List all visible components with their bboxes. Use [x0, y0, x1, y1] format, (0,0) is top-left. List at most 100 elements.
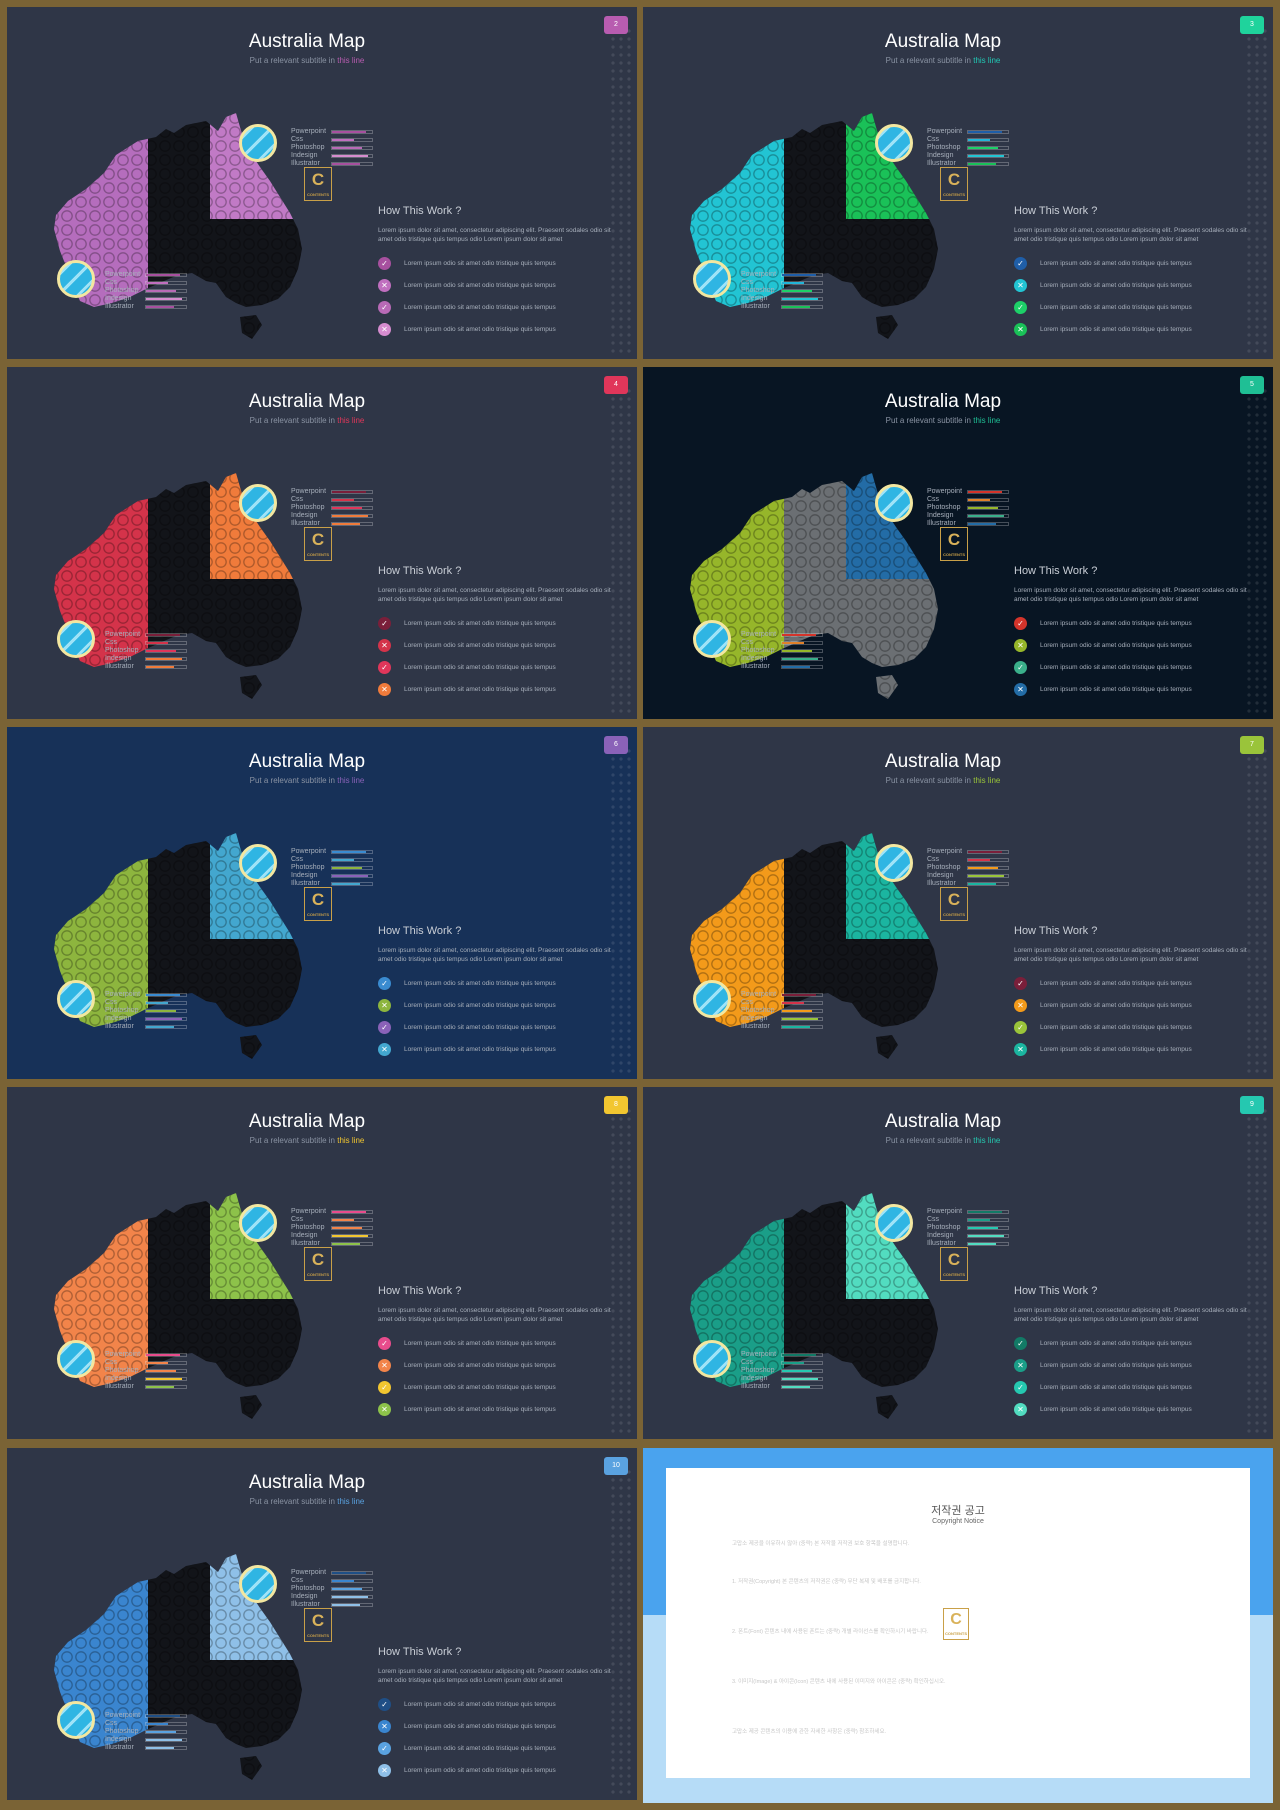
skill-row: Illustrator: [927, 520, 1017, 528]
check-icon: ✓: [378, 1698, 391, 1711]
skill-list-bottom: Powerpoint Css Photoshop Indesign Illustrato…: [105, 1712, 195, 1752]
skill-bar: [145, 657, 187, 661]
skill-row: Photoshop: [105, 1367, 195, 1375]
skill-row: Illustrator: [291, 160, 381, 168]
skill-bar-fill: [332, 867, 362, 869]
check-icon: ✓: [378, 617, 391, 630]
slide-title: Australia Map: [884, 1111, 1002, 1132]
close-icon: ✕: [378, 999, 391, 1012]
logo-letter: C: [311, 1250, 325, 1269]
skill-label: Powerpoint: [105, 1351, 141, 1358]
check-icon: ✓: [1014, 301, 1027, 314]
skill-row: Css: [927, 496, 1017, 504]
skill-bar-fill: [332, 515, 368, 517]
skill-label: Photoshop: [741, 1367, 775, 1374]
skill-row: Illustrator: [291, 520, 381, 528]
check-icon: ✓: [378, 1742, 391, 1755]
logo-subtext: CONTENTS: [945, 1631, 967, 1636]
skill-row: Css: [927, 1216, 1017, 1224]
list-item-text: Lorem ipsum odio sit amet odio tristique…: [404, 282, 556, 289]
check-icon: ✓: [378, 977, 391, 990]
skill-bar: [967, 498, 1009, 502]
skill-bar-fill: [146, 1747, 174, 1749]
skill-bar-fill: [782, 1018, 818, 1020]
skill-bar: [331, 1571, 373, 1575]
magnifier-lens-icon: [693, 620, 731, 658]
skill-bar: [781, 1001, 823, 1005]
skill-label: Illustrator: [927, 1240, 956, 1247]
list-item-text: Lorem ipsum odio sit amet odio tristique…: [1040, 1362, 1192, 1369]
skill-bar: [331, 1595, 373, 1599]
list-item-text: Lorem ipsum odio sit amet odio tristique…: [1040, 1046, 1192, 1053]
skill-bar-fill: [146, 994, 180, 996]
skill-row: Css: [927, 136, 1017, 144]
skill-bar-fill: [332, 1596, 368, 1598]
magnifier-lens-icon: [57, 1701, 95, 1739]
skill-bar-fill: [332, 163, 360, 165]
skill-row: Indesign: [291, 1593, 381, 1601]
skill-label: Indesign: [291, 152, 318, 159]
section-heading: How This Work ?: [378, 925, 462, 937]
skill-label: Indesign: [105, 1015, 132, 1022]
skill-row: Indesign: [741, 1015, 831, 1023]
skill-bar: [781, 305, 823, 309]
skill-label: Css: [741, 1359, 754, 1366]
skill-row: Powerpoint: [291, 1208, 381, 1216]
skill-row: Indesign: [105, 295, 195, 303]
skill-bar-fill: [968, 851, 1002, 853]
skill-bar: [781, 281, 823, 285]
logo-letter: C: [311, 530, 325, 549]
skill-row: Css: [291, 856, 381, 864]
list-item-text: Lorem ipsum odio sit amet odio tristique…: [1040, 1340, 1192, 1347]
check-icon: ✓: [378, 301, 391, 314]
skill-bar: [145, 297, 187, 301]
skill-bar-fill: [782, 298, 818, 300]
skill-bar: [781, 289, 823, 293]
copyright-paragraph: 1. 저작권(Copyright) 본 콘텐츠의 저작권은 (중략) 무단 복제…: [732, 1579, 921, 1585]
skill-bar: [967, 146, 1009, 150]
skill-bar: [145, 665, 187, 669]
skill-row: Illustrator: [927, 1240, 1017, 1248]
check-icon: ✓: [378, 1021, 391, 1034]
skill-bar-fill: [332, 1227, 362, 1229]
slide-subtitle: Put a relevant subtitle in this line: [7, 776, 607, 785]
skill-row: Powerpoint: [291, 1569, 381, 1577]
skill-label: Indesign: [927, 872, 954, 879]
page-number-tag: 6: [604, 736, 628, 754]
skill-row: Css: [741, 279, 831, 287]
skill-label: Indesign: [291, 872, 318, 879]
list-item-text: Lorem ipsum odio sit amet odio tristique…: [404, 1002, 556, 1009]
logo-letter: C: [947, 1250, 961, 1269]
close-icon: ✕: [1014, 1403, 1027, 1416]
slide-subtitle: Put a relevant subtitle in this line: [643, 776, 1243, 785]
skill-row: Powerpoint: [105, 1712, 195, 1720]
list-item-text: Lorem ipsum odio sit amet odio tristique…: [1040, 664, 1192, 671]
skill-bar: [781, 1353, 823, 1357]
subtitle-highlight: this line: [337, 56, 365, 65]
skill-label: Photoshop: [927, 1224, 961, 1231]
close-icon: ✕: [1014, 1043, 1027, 1056]
skill-bar: [145, 1361, 187, 1365]
skill-bar-fill: [968, 163, 996, 165]
skill-row: Powerpoint: [741, 991, 831, 999]
skill-bar: [145, 1722, 187, 1726]
skill-bar-fill: [332, 883, 360, 885]
skill-bar: [781, 1369, 823, 1373]
skill-bar-fill: [782, 1002, 804, 1004]
skill-bar: [331, 882, 373, 886]
skill-bar: [331, 874, 373, 878]
magnifier-lens-icon: [875, 1204, 913, 1242]
magnifier-lens-icon: [239, 124, 277, 162]
skill-label: Css: [291, 1577, 304, 1584]
skill-row: Illustrator: [105, 663, 195, 671]
skill-label: Photoshop: [291, 144, 325, 151]
close-icon: ✕: [378, 279, 391, 292]
copyright-slide: 저작권 공고 Copyright Notice 고맙소 제공을 이유하시 않아 …: [643, 1448, 1273, 1803]
skill-label: Indesign: [105, 655, 132, 662]
skill-list-top: Powerpoint Css Photoshop Indesign Illustrato…: [927, 1208, 1017, 1248]
page-number-tag: 7: [1240, 736, 1264, 754]
skill-bar: [145, 1377, 187, 1381]
skill-bar-fill: [146, 1010, 176, 1012]
skill-label: Illustrator: [291, 520, 320, 527]
skill-list-top: Powerpoint Css Photoshop Indesign Illustrato…: [927, 488, 1017, 528]
